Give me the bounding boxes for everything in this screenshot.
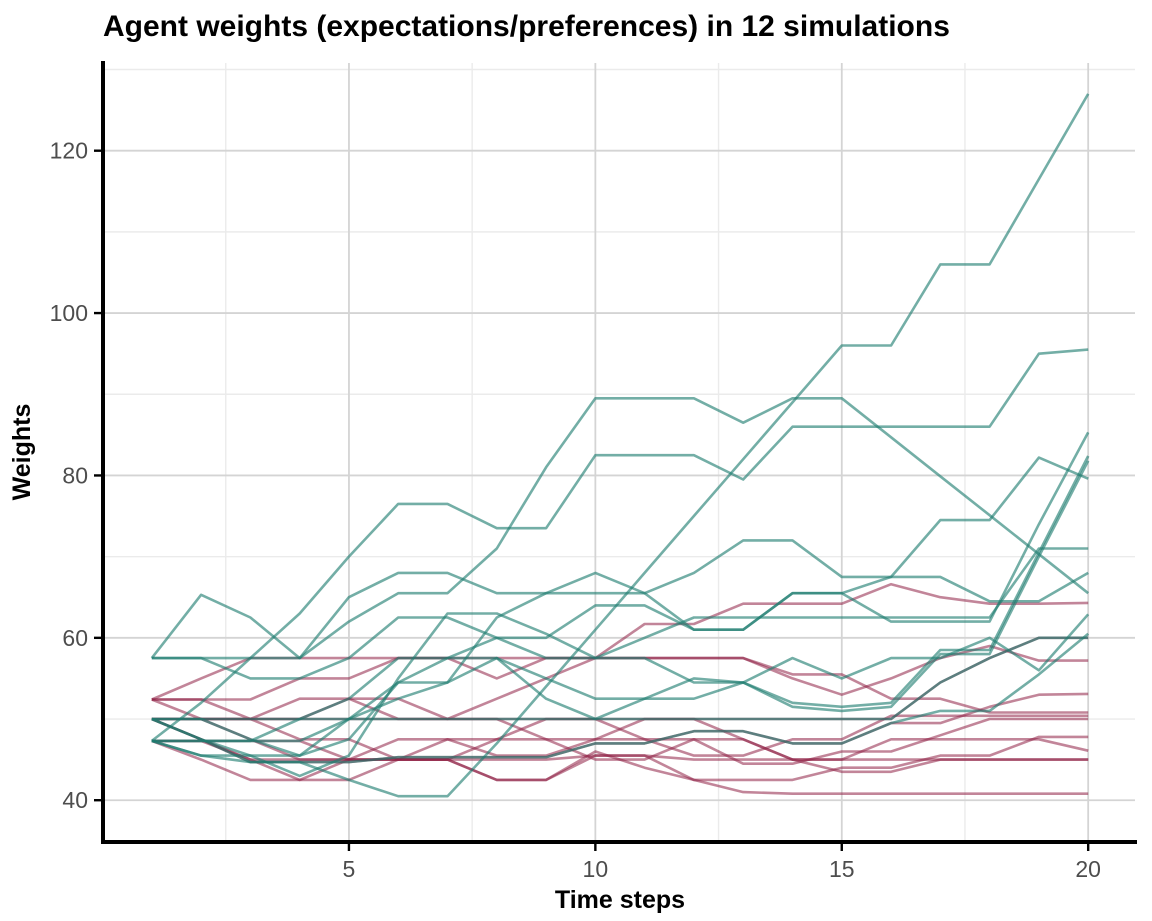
series-line-sim04-expectations xyxy=(151,431,1090,680)
series-line-sim10-preferences xyxy=(151,717,1089,796)
x-tick-label: 5 xyxy=(343,856,356,882)
y-tick-label: 60 xyxy=(62,625,88,651)
series-line-sim01-preferences xyxy=(151,582,1089,701)
series-line-sim01-expectations xyxy=(151,93,1090,798)
series-line-sim09-expectations xyxy=(151,613,1090,743)
series-line-sim06-expectations xyxy=(151,460,1090,757)
y-axis-title: Weights xyxy=(8,404,36,501)
series-line-sim11-expectations xyxy=(151,636,1089,721)
x-axis-title: Time steps xyxy=(555,886,685,914)
series-layer xyxy=(150,93,1090,798)
y-tick-label: 100 xyxy=(50,300,88,326)
series-line-sim10-expectations xyxy=(151,571,1089,743)
x-tick-label: 15 xyxy=(829,856,855,882)
y-tick-label: 80 xyxy=(62,462,88,488)
x-tick-label: 20 xyxy=(1075,856,1101,882)
series-line-sim12-expectations xyxy=(151,632,1090,764)
y-tick-label: 40 xyxy=(62,787,88,813)
series-line-sim03-expectations xyxy=(151,396,1090,660)
series-line-sim09-preferences xyxy=(151,739,1089,774)
x-tick-label: 10 xyxy=(583,856,609,882)
series-line-sim02-expectations xyxy=(151,348,1089,742)
chart-title: Agent weights (expectations/preferences)… xyxy=(103,10,950,43)
axis-layer: 40 60 80 100 120 5 10 15 20 xyxy=(50,61,1137,882)
y-tick-label: 120 xyxy=(50,138,88,164)
series-line-sim07-expectations xyxy=(150,456,1089,660)
series-line-sim08-expectations xyxy=(151,547,1089,778)
